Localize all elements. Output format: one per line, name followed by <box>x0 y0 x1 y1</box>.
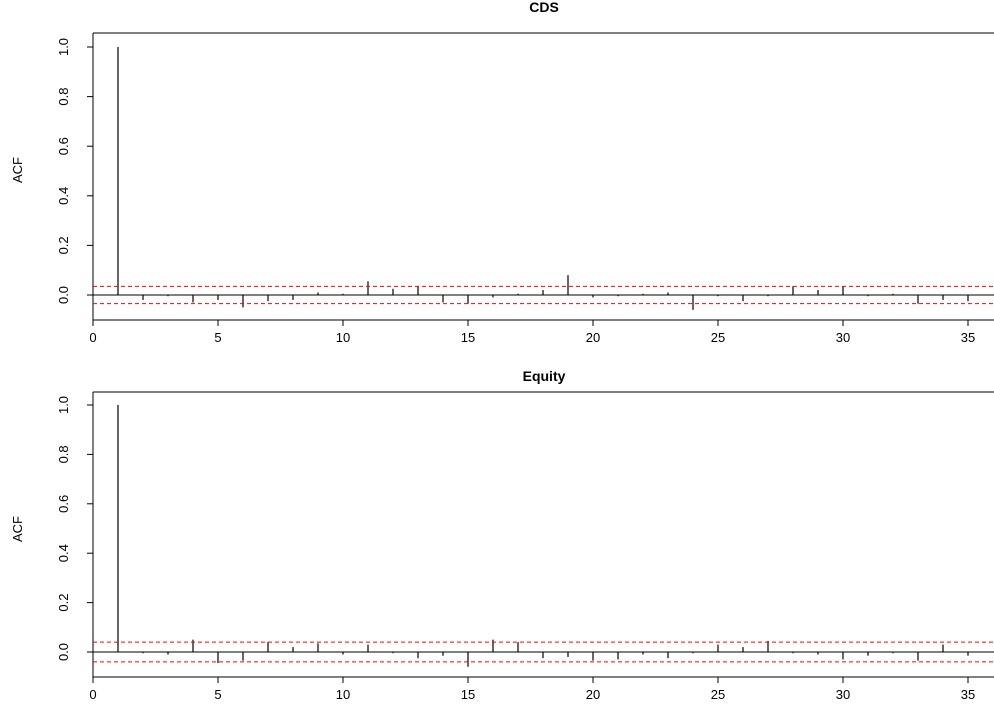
y-tick-label: 0.2 <box>56 236 71 254</box>
x-tick-label: 15 <box>461 687 475 702</box>
acf-panel-equity: Equity ACF 0 5 10 15 20 25 30 35 0.00.20.40.60.… <box>10 368 994 702</box>
confidence-bounds <box>93 285 994 305</box>
panel-title: CDS <box>529 0 559 15</box>
y-tick-label: 0.8 <box>56 445 71 463</box>
y-axis-ticks: 0.0 0.2 0.4 0.6 0.8 1.0 <box>56 38 93 304</box>
x-tick-label: 5 <box>214 687 221 702</box>
y-tick-label: 0.2 <box>56 594 71 612</box>
x-tick-label: 0 <box>89 687 96 702</box>
y-tick-label: 0.6 <box>56 495 71 513</box>
y-tick-label: 0.8 <box>56 88 71 106</box>
x-tick-label: 20 <box>586 687 600 702</box>
y-tick-label: 0.4 <box>56 544 71 562</box>
panel-title: Equity <box>523 368 566 384</box>
y-tick-label: 1.0 <box>56 396 71 414</box>
x-tick-label: 35 <box>961 330 975 345</box>
y-tick-label: 0.0 <box>56 286 71 304</box>
x-tick-label: 0 <box>89 330 96 345</box>
x-tick-label: 25 <box>711 330 725 345</box>
y-tick-label: 0.6 <box>56 137 71 155</box>
acf-panel-cds: CDS ACF 0 5 10 15 20 25 30 35 0.0 0.2 0.4 0.6 0.8 1.… <box>10 0 994 345</box>
x-tick-label: 5 <box>214 330 221 345</box>
acf-bars <box>117 405 969 667</box>
x-tick-label: 20 <box>586 330 600 345</box>
x-tick-label: 10 <box>336 330 350 345</box>
y-tick-label: 0.4 <box>56 187 71 205</box>
confidence-bounds <box>93 641 994 663</box>
x-axis-ticks: 0 5 10 15 20 25 30 35 <box>89 677 975 702</box>
y-tick-label: 0.0 <box>56 643 71 661</box>
x-tick-label: 10 <box>336 687 350 702</box>
x-tick-label: 30 <box>836 687 850 702</box>
y-axis-ticks: 0.0 0.2 0.4 0.6 0.8 1.0 <box>56 396 93 661</box>
x-tick-label: 30 <box>836 330 850 345</box>
x-tick-label: 25 <box>711 687 725 702</box>
y-axis-label: ACF <box>10 516 25 542</box>
x-axis-ticks: 0 5 10 15 20 25 30 35 <box>89 320 975 345</box>
y-axis-label: ACF <box>10 157 25 183</box>
y-tick-label: 1.0 <box>56 38 71 56</box>
acf-bars <box>117 47 969 310</box>
x-tick-label: 15 <box>461 330 475 345</box>
x-tick-label: 35 <box>961 687 975 702</box>
